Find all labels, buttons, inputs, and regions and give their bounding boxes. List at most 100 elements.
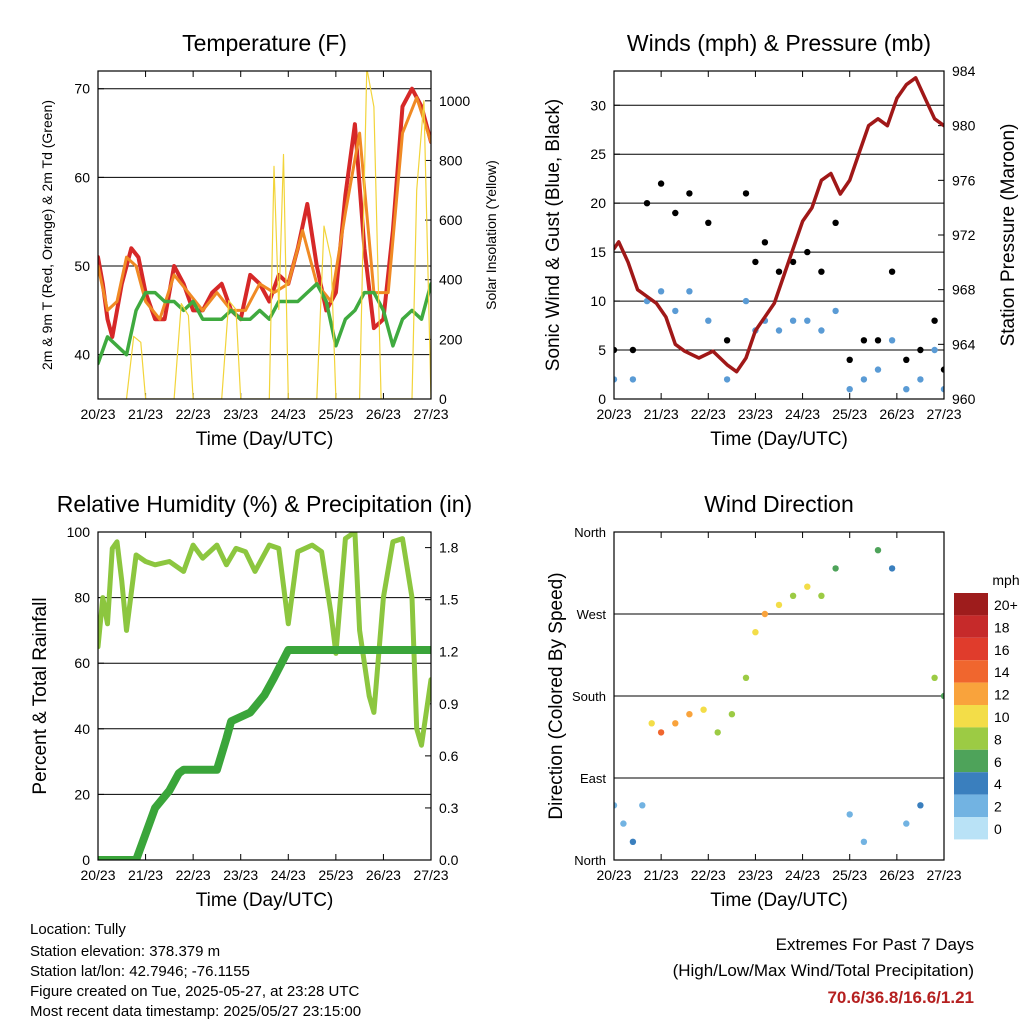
x-tick-label: 26/23 [366, 406, 401, 422]
y-tick-label: 80 [74, 590, 90, 606]
y-right-axis-label: Station Pressure (Maroon) [998, 124, 1019, 347]
elevation-text: Station elevation: 378.379 m [30, 943, 221, 960]
x-tick-label: 25/23 [832, 867, 867, 883]
data-point [940, 692, 944, 700]
x-tick-label: 27/23 [926, 406, 961, 422]
data-point [874, 366, 882, 373]
data-point [657, 729, 665, 736]
y-right-tick-label: 984 [952, 63, 976, 79]
x-tick-label: 24/23 [785, 406, 820, 422]
data-point [629, 838, 637, 845]
data-point [648, 720, 655, 727]
y-tick-label: North [574, 525, 606, 540]
data-point [657, 288, 665, 295]
legend-swatch [954, 615, 988, 638]
y-right-tick-label: 968 [952, 282, 976, 298]
data-point [888, 337, 896, 344]
y-tick-label: 50 [74, 258, 90, 274]
y-tick-label: 0 [82, 852, 90, 868]
data-point [931, 346, 938, 354]
plot-layer [98, 532, 431, 860]
series-line [98, 282, 431, 366]
data-point [714, 729, 721, 736]
data-point [775, 601, 783, 609]
x-tick-label: 27/23 [413, 406, 448, 422]
legend-title: mph [992, 572, 1019, 588]
legend-swatch [954, 817, 988, 840]
series-line [98, 86, 431, 339]
plot-frame [613, 70, 945, 400]
x-tick-label: 20/23 [596, 406, 631, 422]
y-tick-label: West [577, 607, 607, 622]
data-point [832, 307, 839, 315]
x-tick-label: 22/23 [176, 867, 211, 883]
extremes-values: 70.6/36.8/16.6/1.21 [827, 988, 974, 1007]
legend-swatch [954, 705, 988, 728]
data-point [657, 180, 665, 187]
legend-label: 14 [994, 664, 1010, 680]
x-tick-label: 27/23 [926, 867, 961, 883]
data-point [643, 200, 651, 207]
y-right-tick-label: 400 [439, 272, 463, 288]
plot-layer [614, 76, 944, 393]
legend-swatch [954, 682, 988, 705]
data-point [874, 547, 882, 554]
data-point [723, 337, 731, 344]
plot-frame [613, 531, 945, 861]
legend-label: 10 [994, 709, 1010, 725]
y-tick-label: 70 [74, 81, 90, 97]
data-point [723, 376, 731, 383]
plot-frame [97, 70, 432, 400]
data-point [672, 307, 679, 315]
data-point [775, 268, 783, 275]
data-point [752, 629, 759, 636]
x-tick-label: 22/23 [691, 406, 726, 422]
data-point [846, 386, 853, 393]
chart-title: Temperature (F) [182, 30, 347, 56]
x-tick-label: 21/23 [644, 867, 679, 883]
data-point [832, 219, 839, 226]
data-point [705, 317, 712, 324]
legend-label: 6 [994, 754, 1002, 770]
data-point [818, 268, 825, 275]
legend-swatch [954, 660, 988, 683]
y-tick-label: 20 [74, 786, 90, 802]
chart-title: Wind Direction [704, 491, 854, 517]
y-tick-label: 30 [590, 97, 606, 113]
data-point [686, 190, 693, 197]
y-right-tick-label: 1.2 [439, 644, 459, 660]
legend-label: 4 [994, 776, 1002, 792]
x-tick-label: 22/23 [691, 867, 726, 883]
data-point [761, 610, 769, 618]
y-axis-label: 2m & 9m T (Red, Orange) & 2m Td (Green) [39, 100, 55, 370]
legend-swatch [954, 637, 988, 661]
y-tick-label: 20 [590, 195, 606, 211]
series-line [98, 96, 431, 321]
data-point [728, 711, 736, 718]
x-axis-label: Time (Day/UTC) [196, 429, 334, 450]
y-right-tick-label: 976 [952, 172, 976, 188]
data-point [752, 258, 759, 266]
data-point [818, 327, 825, 334]
extremes-title: Extremes For Past 7 Days [775, 935, 974, 954]
legend-label: 2 [994, 799, 1002, 815]
plot-layer [98, 71, 431, 399]
x-axis-label: Time (Day/UTC) [196, 890, 334, 911]
x-tick-label: 20/23 [80, 867, 115, 883]
data-point [874, 337, 882, 344]
chart-title: Winds (mph) & Pressure (mb) [627, 30, 931, 56]
data-point [686, 288, 693, 295]
x-tick-label: 26/23 [879, 867, 914, 883]
series-line [125, 71, 431, 399]
x-tick-label: 27/23 [413, 867, 448, 883]
y-right-tick-label: 0 [439, 391, 447, 407]
plot-frame [97, 531, 432, 861]
recent-text: Most recent data timestamp: 2025/05/27 2… [30, 1003, 362, 1020]
data-point [789, 258, 797, 266]
data-point [742, 190, 750, 197]
y-right-axis-label: Solar Insolation (Yellow) [483, 160, 499, 310]
y-right-tick-label: 200 [439, 331, 463, 347]
series-line [98, 532, 431, 748]
extremes-subtitle: (High/Low/Max Wind/Total Precipitation) [672, 961, 974, 980]
